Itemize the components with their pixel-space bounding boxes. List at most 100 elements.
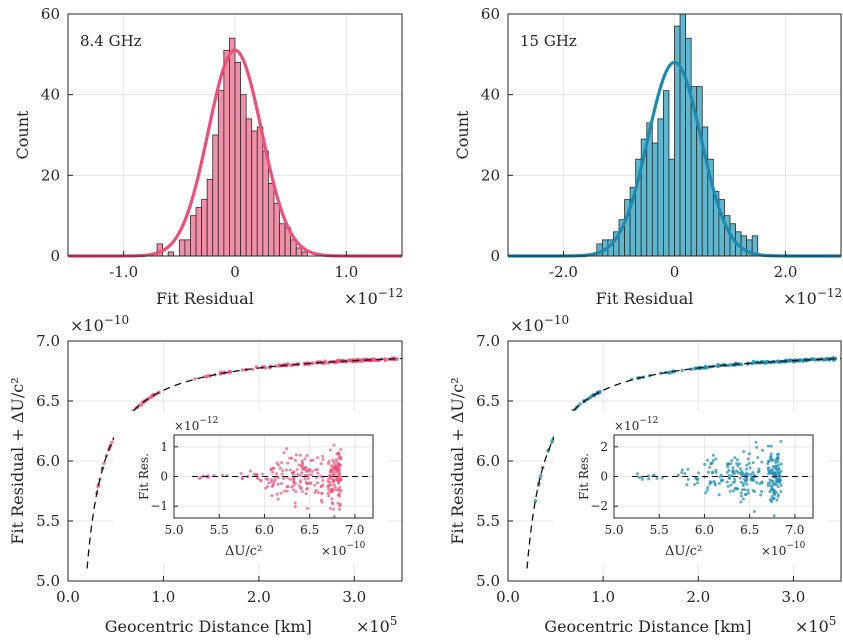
inset-data-point — [270, 478, 274, 482]
inset-data-point — [303, 457, 307, 461]
inset-data-point — [776, 456, 780, 460]
data-point — [680, 368, 684, 373]
inset-data-point — [741, 484, 745, 488]
inset-data-point — [270, 480, 274, 484]
inset-data-point — [316, 491, 320, 495]
inset-data-point — [734, 486, 738, 490]
inset-data-point — [697, 471, 701, 475]
inset-data-point — [686, 467, 690, 471]
inset-data-point — [731, 489, 735, 493]
data-point — [578, 402, 582, 406]
inset-data-point — [331, 458, 335, 462]
histogram-bar — [229, 37, 236, 257]
y-tick-label: 6.0 — [476, 452, 500, 470]
histogram-bar — [696, 86, 703, 257]
histogram-bar — [206, 178, 214, 257]
inset-data-point — [329, 468, 333, 472]
inset-data-point — [777, 467, 781, 471]
histogram-bar — [657, 118, 664, 257]
inset-data-point — [281, 469, 285, 473]
inset-data-point — [286, 461, 290, 465]
data-point — [658, 371, 663, 375]
inset-data-point — [758, 482, 762, 486]
inset-data-point — [772, 471, 776, 475]
histogram-bars — [596, 13, 759, 257]
inset-data-point — [337, 488, 341, 492]
inset-data-point — [299, 487, 303, 491]
inset-data-point — [680, 470, 684, 474]
inset-data-point — [330, 490, 334, 494]
data-point — [787, 358, 792, 362]
inset-data-point — [293, 501, 297, 505]
inset-data-point — [256, 477, 260, 481]
hist-15-panel: -2.0 0 2.0 0 20 40 60 15 GHz Fit Residual ×10−12 C… — [453, 5, 842, 308]
inset-data-point — [647, 477, 651, 481]
inset-data-point — [292, 477, 296, 481]
inset-data-point — [676, 473, 680, 477]
inset-data-point — [337, 454, 341, 458]
inset-data-point — [305, 506, 309, 510]
x-tick-label: -2.0 — [549, 263, 578, 281]
inset-data-point — [294, 490, 298, 494]
y-axis-label: Fit Residual + ΔU/c² — [448, 377, 467, 544]
inset-data-point — [708, 482, 712, 486]
inset-data-point — [713, 483, 717, 487]
inset-data-point — [337, 494, 341, 498]
inset-data-point — [752, 509, 756, 513]
histogram-bar — [679, 13, 686, 257]
inset-data-point — [769, 488, 773, 492]
inset-data-point — [248, 469, 252, 473]
histogram-bar — [740, 235, 748, 257]
inset-data-point — [725, 470, 729, 474]
inset-data-point — [335, 460, 339, 464]
x-axis-label: Fit Residual — [596, 289, 694, 308]
inset-data-point — [276, 497, 280, 501]
inset-data-point — [760, 460, 764, 464]
inset-y-tick-label: 0 — [160, 470, 168, 484]
inset-data-point — [756, 455, 760, 459]
inset-data-point — [321, 458, 325, 462]
inset-data-point — [280, 482, 284, 486]
inset-data-point — [336, 451, 340, 455]
inset-data-point — [282, 451, 286, 455]
inset-data-point — [331, 465, 335, 469]
scatter-15-panel: 0.0 1.0 2.0 3.0 5.0 5.5 6.0 6.5 7.0 ×10−10 Geocent… — [448, 313, 842, 636]
inset-x-tick-label: 7.0 — [345, 523, 364, 537]
histogram-bar — [279, 223, 286, 257]
inset-data-point — [304, 492, 308, 496]
x-tick-label: 0 — [230, 263, 240, 281]
inset-data-point — [316, 471, 320, 475]
inset-data-point — [768, 478, 772, 482]
y-tick-label: 60 — [481, 5, 500, 23]
histogram-bar — [262, 150, 269, 257]
inset-data-point — [640, 477, 644, 481]
inset-data-point — [709, 462, 713, 466]
inset-data-point — [771, 458, 775, 462]
data-point — [694, 366, 698, 370]
histogram-bar — [295, 247, 303, 257]
inset-data-point — [285, 447, 289, 451]
inset-data-point — [309, 481, 313, 485]
data-point — [383, 358, 388, 363]
inset-points — [636, 440, 783, 518]
data-point — [227, 370, 231, 375]
y-tick-label: 20 — [481, 166, 500, 184]
inset-data-point — [683, 472, 687, 476]
inset-data-point — [310, 473, 314, 477]
inset-data-point — [292, 488, 296, 492]
inset-data-point — [336, 501, 340, 505]
inset-data-point — [773, 491, 777, 495]
inset-data-point — [747, 452, 751, 456]
y-tick-label: 20 — [41, 166, 60, 184]
inset-data-point — [637, 476, 641, 480]
inset-data-point — [736, 464, 740, 468]
histogram-bar — [195, 207, 203, 257]
data-point — [360, 358, 364, 362]
inset-data-point — [318, 474, 322, 478]
inset-data-point — [745, 471, 749, 475]
inset-data-point — [703, 462, 707, 466]
inset-data-point — [326, 461, 330, 465]
frequency-annotation: 8.4 GHz — [80, 32, 142, 50]
inset-data-point — [300, 459, 304, 463]
histogram-bar — [245, 118, 253, 257]
